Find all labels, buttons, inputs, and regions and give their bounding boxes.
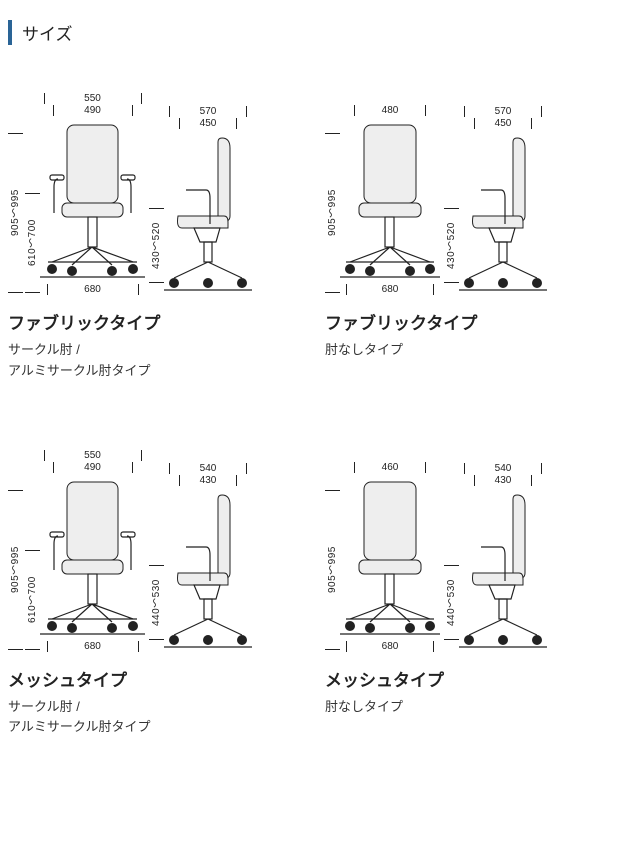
variant-0: 905～995610～700 550490 680 430～520 570450 ファ… [8, 85, 315, 382]
dim-side-inner: 450 [179, 118, 237, 129]
dim-side-inner: 450 [474, 118, 532, 129]
sub-name: サークル肘 /アルミサークル肘タイプ [8, 340, 315, 382]
dim-height-seat: 610～700 [25, 193, 40, 293]
dim-side-outer: 570 [169, 106, 247, 117]
dim-top-outer: 550 [44, 93, 142, 104]
side-view: 430～520 570450 [444, 106, 547, 295]
chair-side-icon [164, 487, 252, 652]
dim-height-seat: 610～700 [25, 550, 40, 650]
dim-top-inner: 490 [53, 462, 133, 473]
variants-grid: 905～995610～700550490 680430～520570450 ファ… [8, 85, 632, 738]
chair-side-icon [459, 130, 547, 295]
variant-1: 905～995 480 680 430～520 570450 ファブリックタイプ肘なし… [325, 85, 632, 382]
dim-side-inner: 430 [179, 475, 237, 486]
type-name: メッシュタイプ [325, 666, 632, 691]
sub-name: 肘なしタイプ [325, 697, 632, 718]
sub-name: 肘なしタイプ [325, 340, 632, 361]
front-view: 905～995 480 680 [325, 105, 440, 295]
dim-arm-height: 430～520 [149, 208, 164, 283]
dim-side-inner: 430 [474, 475, 532, 486]
dim-side-outer: 570 [464, 106, 542, 117]
chair-side-icon [459, 487, 547, 652]
front-view: 905～995 460 680 [325, 462, 440, 652]
chair-front-icon [40, 474, 145, 639]
dim-top-inner: 490 [53, 105, 133, 116]
dim-side-outer: 540 [464, 463, 542, 474]
chair-side-icon [164, 130, 252, 295]
side-view: 430～520 570450 [149, 106, 252, 295]
dim-arm-height: 440～530 [149, 565, 164, 640]
dim-arm-height: 430～520 [444, 208, 459, 283]
dim-arm-height: 440～530 [444, 565, 459, 640]
side-view: 440～530 540430 [444, 463, 547, 652]
dim-height-total: 905～995 [8, 133, 23, 293]
dim-base: 680 [346, 641, 434, 652]
variant-2: 905～995610～700 550490 680 440～530 540430 メッ… [8, 442, 315, 739]
section-title: サイズ [8, 20, 632, 45]
sub-name: サークル肘 /アルミサークル肘タイプ [8, 697, 315, 739]
dim-base: 680 [346, 284, 434, 295]
type-name: ファブリックタイプ [8, 309, 315, 334]
variant-3: 905～995 460 680 440～530 540430 メッシュタイプ肘なしタイ… [325, 442, 632, 739]
dim-base: 680 [47, 284, 139, 295]
dim-top-outer: 550 [44, 450, 142, 461]
front-view: 905～995610～700 550490 680 [8, 450, 145, 652]
chair-front-icon [40, 117, 145, 282]
type-name: メッシュタイプ [8, 666, 315, 691]
dim-base: 680 [47, 641, 139, 652]
chair-front-icon [340, 474, 440, 639]
dim-height-total: 905～995 [325, 490, 340, 650]
dim-height-total: 905～995 [8, 490, 23, 650]
dim-top-outer: 480 [354, 105, 426, 116]
type-name: ファブリックタイプ [325, 309, 632, 334]
front-view: 905～995610～700 550490 680 [8, 93, 145, 295]
dim-top-outer: 460 [354, 462, 426, 473]
side-view: 440～530 540430 [149, 463, 252, 652]
dim-side-outer: 540 [169, 463, 247, 474]
dim-height-total: 905～995 [325, 133, 340, 293]
chair-front-icon [340, 117, 440, 282]
